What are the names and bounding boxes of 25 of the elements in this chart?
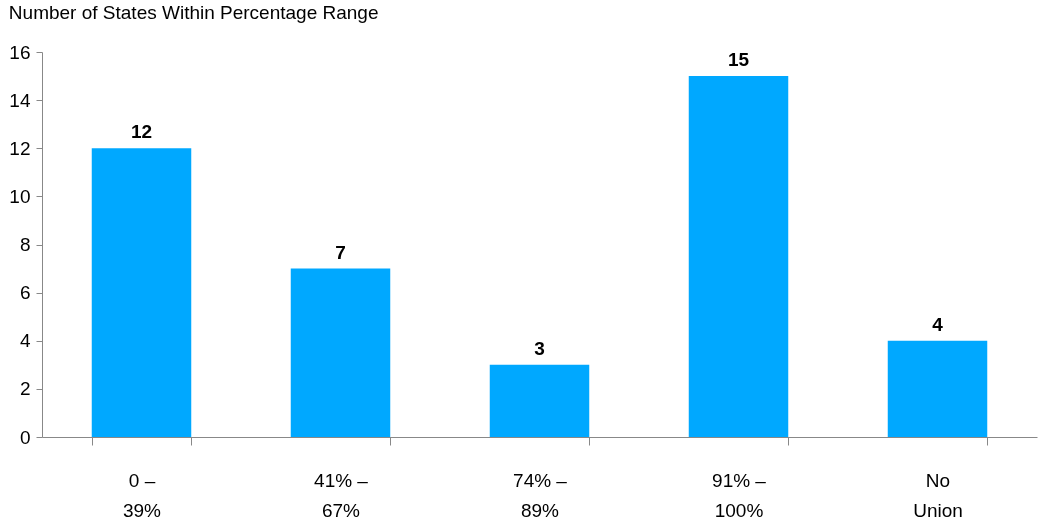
y-tick-label: 8 — [19, 234, 31, 255]
bar — [688, 76, 789, 437]
x-tick-label: 91% – 100% — [712, 469, 767, 521]
x-tick-label: 41% – 67% — [314, 469, 369, 521]
y-tick-label: 10 — [9, 185, 31, 207]
y-tick-label: 6 — [19, 282, 31, 304]
y-tick-label: 2 — [19, 378, 31, 400]
data-label: 3 — [534, 337, 545, 359]
y-tick-label: 12 — [9, 137, 31, 159]
y-tick-label: 0 — [19, 426, 31, 448]
data-label: 15 — [727, 49, 750, 71]
y-tick-label: 16 — [9, 41, 31, 63]
data-label: 4 — [932, 313, 944, 335]
x-tick-label: 74% – 89% — [513, 469, 568, 521]
y-tick-label: 4 — [19, 330, 31, 352]
x-tick-label: No Union — [913, 469, 963, 521]
bar — [489, 364, 590, 437]
x-tick-label: 0 – 39% — [122, 469, 162, 521]
chart-title: Number of States Within Percentage Range — [8, 2, 379, 23]
data-label: 7 — [335, 241, 346, 263]
bar — [887, 340, 988, 437]
bar — [290, 268, 391, 437]
y-tick-label: 14 — [9, 89, 31, 111]
bar — [91, 148, 192, 437]
data-label: 12 — [130, 121, 153, 143]
